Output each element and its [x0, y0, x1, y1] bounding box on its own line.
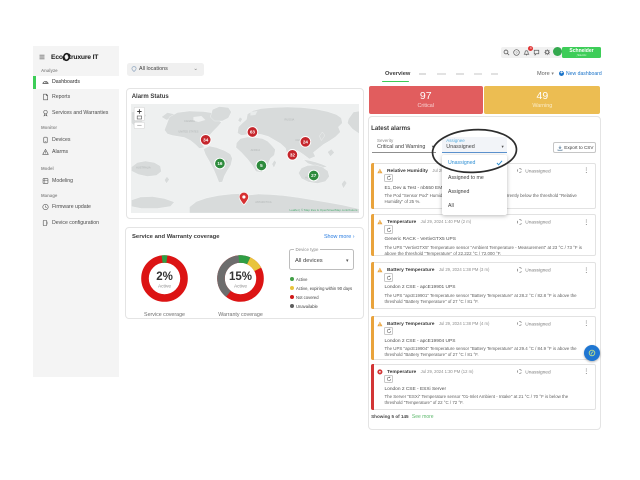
svg-text:16: 16 [218, 161, 224, 166]
svg-text:15%: 15% [229, 271, 252, 283]
svg-text:27: 27 [311, 173, 317, 178]
svg-text:32: 32 [290, 153, 296, 158]
svg-text:ANTARCTICA: ANTARCTICA [256, 200, 273, 204]
svg-text:Active: Active [234, 283, 247, 289]
svg-text:AUSTRALIA: AUSTRALIA [136, 166, 151, 170]
svg-text:Active: Active [158, 283, 171, 289]
svg-text:5: 5 [260, 163, 263, 168]
svg-text:63: 63 [250, 130, 256, 135]
svg-text:UNITED STATES: UNITED STATES [179, 130, 199, 134]
svg-text:CHINA: CHINA [296, 138, 304, 142]
svg-text:?: ? [516, 49, 519, 54]
svg-text:Leaflet | © Map tiles & OpenSt: Leaflet | © Map tiles & OpenStreetMap co… [290, 208, 358, 212]
svg-text:CANADA: CANADA [184, 119, 195, 123]
svg-text:34: 34 [203, 138, 209, 143]
svg-text:2%: 2% [156, 271, 173, 283]
svg-text:RUSSIA: RUSSIA [285, 118, 295, 122]
svg-text:24: 24 [303, 140, 309, 145]
svg-text:AFRICA: AFRICA [251, 148, 261, 152]
